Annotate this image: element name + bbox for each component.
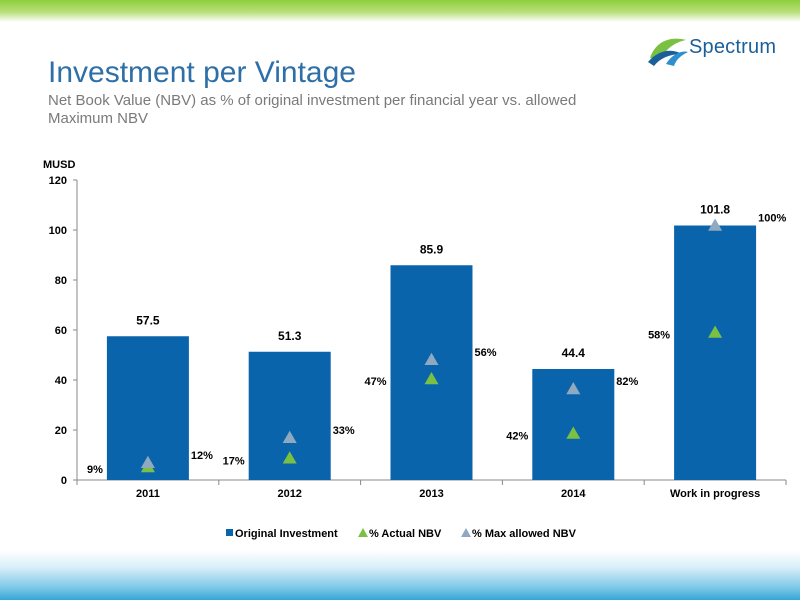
legend-label-max-allowed-nbv: % Max allowed NBV [472, 528, 577, 540]
spectrum-logo-icon [648, 38, 688, 66]
actual-nbv-pct-label: 47% [364, 376, 386, 388]
bar-value-label: 85.9 [420, 242, 444, 256]
legend-swatch-max-allowed-nbv [461, 528, 471, 537]
actual-nbv-marker [566, 426, 581, 439]
y-tick-label: 60 [55, 325, 67, 337]
bar-value-label: 44.4 [562, 346, 586, 360]
y-tick-label: 0 [61, 475, 67, 487]
legend-label-original-investment: Original Investment [235, 528, 338, 540]
legend-label-actual-nbv: % Actual NBV [369, 528, 442, 540]
bar-value-label: 51.3 [278, 329, 302, 343]
max-allowed-nbv-pct-label: 82% [616, 376, 638, 388]
max-allowed-nbv-pct-label: 12% [191, 450, 213, 462]
x-category-label: Work in progress [670, 488, 760, 500]
actual-nbv-marker [708, 325, 723, 338]
bar-value-label: 57.5 [136, 313, 160, 327]
x-category-label: 2013 [419, 488, 443, 500]
y-tick-label: 80 [55, 275, 67, 287]
actual-nbv-pct-label: 42% [506, 431, 528, 443]
max-allowed-nbv-pct-label: 33% [333, 425, 355, 437]
actual-nbv-pct-label: 9% [87, 464, 103, 476]
max-allowed-nbv-pct-label: 56% [475, 347, 497, 359]
actual-nbv-marker [424, 372, 439, 385]
logo-text: Spectrum [689, 36, 777, 58]
page-subtitle: Net Book Value (NBV) as % of original in… [48, 92, 577, 127]
y-tick-label: 100 [49, 225, 67, 237]
markers-group [140, 218, 723, 473]
x-category-label: 2011 [136, 488, 160, 500]
bars-group [106, 225, 757, 480]
page-title: Investment per Vintage [48, 56, 356, 89]
max-allowed-nbv-pct-label: 100% [758, 213, 786, 225]
chart-legend: Original Investment % Actual NBV % Max all… [226, 528, 577, 540]
top-decorative-band [0, 0, 800, 22]
legend-swatch-actual-nbv [358, 528, 368, 537]
max-allowed-nbv-marker [424, 352, 439, 365]
y-axis-unit-label: MUSD [43, 159, 75, 171]
y-tick-label: 40 [55, 375, 67, 387]
max-allowed-nbv-marker [140, 455, 155, 468]
actual-nbv-marker [282, 451, 297, 464]
bar-value-label: 101.8 [700, 203, 730, 217]
x-category-label: 2012 [277, 488, 301, 500]
legend-swatch-original-investment [226, 529, 233, 536]
investment-bar [674, 225, 757, 480]
max-allowed-nbv-marker [566, 382, 581, 395]
x-category-label: 2014 [561, 488, 586, 500]
max-allowed-nbv-marker [708, 218, 723, 231]
bottom-decorative-band [0, 550, 800, 600]
y-tick-label: 20 [55, 425, 67, 437]
actual-nbv-pct-label: 17% [223, 455, 245, 467]
y-tick-label: 120 [49, 175, 67, 187]
max-allowed-nbv-marker [282, 430, 297, 443]
labels-group: 57.5 51.3 85.9 44.4 101.8 9% 17% 47% 42% 58% 12% 33… [87, 203, 786, 477]
actual-nbv-pct-label: 58% [648, 330, 670, 342]
